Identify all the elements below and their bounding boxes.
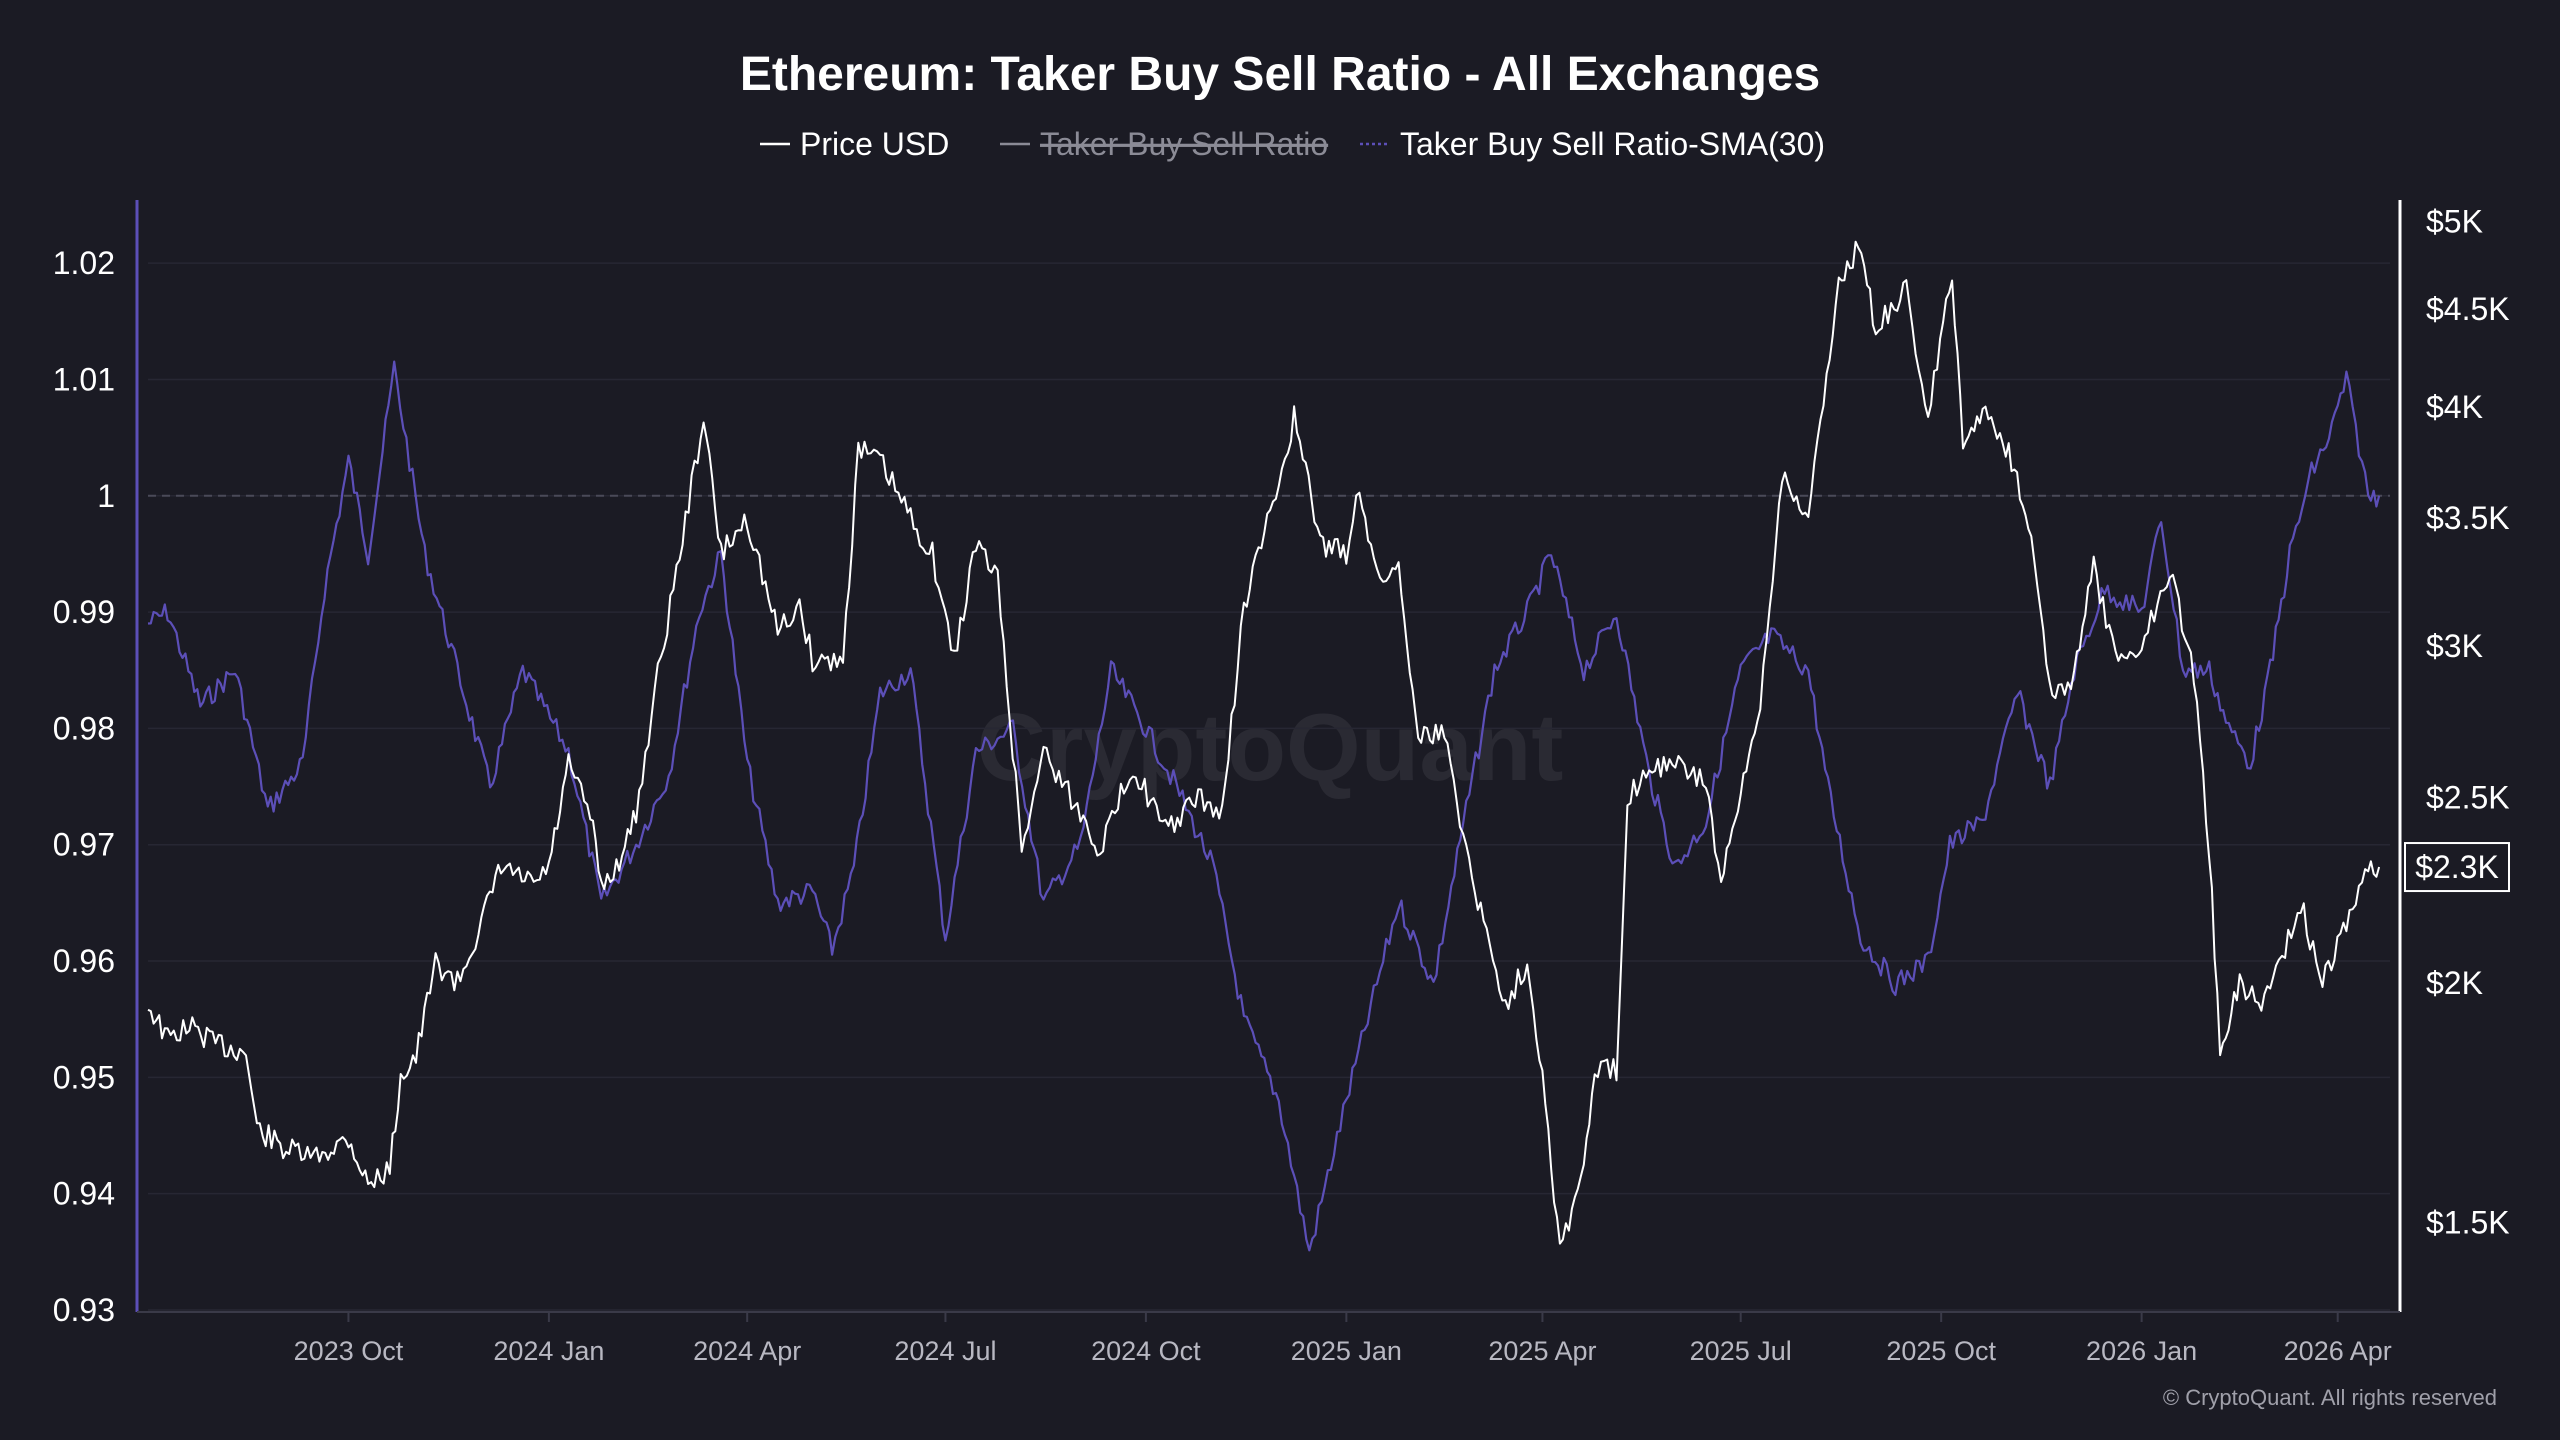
tick-labels: 1.02 1.01 1 0.99 0.98 0.97 0.96 0.95 0.94 0.93 $5K… <box>53 203 2510 1366</box>
series-line-price <box>147 240 2381 1245</box>
y-left-tick-label: 0.93 <box>53 1292 115 1328</box>
y-left-tick-label: 0.99 <box>53 594 115 630</box>
legend-label: Taker Buy Sell Ratio-SMA(30) <box>1400 126 1825 162</box>
x-tick-label: 2026 Apr <box>2284 1336 2392 1366</box>
legend-item[interactable]: Price USD <box>760 126 949 162</box>
y-left-tick-label: 0.98 <box>53 710 115 746</box>
copyright: © CryptoQuant. All rights reserved <box>2163 1385 2497 1410</box>
x-tick-label: 2025 Oct <box>1886 1336 1996 1366</box>
y-right-tick-label: $4K <box>2426 389 2483 425</box>
y-right-tick-label: $4.5K <box>2426 291 2510 327</box>
current-price-box <box>2404 842 2510 893</box>
y-left-tick-label: 0.97 <box>53 827 115 863</box>
series-layer <box>147 240 2381 1252</box>
y-right-tick-label: $3.5K <box>2426 500 2510 536</box>
y-right-tick-label: $3K <box>2426 628 2483 664</box>
x-tick-label: 2024 Jul <box>894 1336 996 1366</box>
x-tick-label: 2025 Apr <box>1488 1336 1596 1366</box>
y-left-tick-label: 1 <box>97 478 115 514</box>
x-tick-label: 2025 Jul <box>1690 1336 1792 1366</box>
y-right-tick-label: $2.5K <box>2426 780 2510 816</box>
grid <box>148 262 2390 1311</box>
chart-title: Ethereum: Taker Buy Sell Ratio - All Exc… <box>740 48 1820 101</box>
watermark: CryptoQuant <box>977 694 1564 801</box>
x-tick-label: 2026 Jan <box>2086 1336 2197 1366</box>
x-tick-label: 2025 Jan <box>1291 1336 1402 1366</box>
y-left-tick-label: 1.02 <box>53 245 115 281</box>
legend-item[interactable]: Taker Buy Sell Ratio-SMA(30) <box>1360 126 1825 162</box>
legend-label: Taker Buy Sell Ratio <box>1040 126 1328 162</box>
y-right-tick-label: $2K <box>2426 965 2483 1001</box>
x-tick-label: 2024 Jan <box>493 1336 604 1366</box>
y-left-tick-label: 1.01 <box>53 361 115 397</box>
y-right-tick-label: $1.5K <box>2426 1204 2510 1240</box>
y-left-tick-label: 0.95 <box>53 1059 115 1095</box>
x-tick-label: 2024 Apr <box>693 1336 801 1366</box>
legend-label: Price USD <box>800 126 949 162</box>
series-line-sma <box>147 360 2381 1252</box>
y-right-tick-label: $5K <box>2426 203 2483 239</box>
y-left-tick-label: 0.94 <box>53 1176 115 1212</box>
legend: Price USD Taker Buy Sell Ratio Taker Buy S… <box>760 126 1825 162</box>
x-tick-label: 2024 Oct <box>1091 1336 1201 1366</box>
x-tick-label: 2023 Oct <box>294 1336 404 1366</box>
current-price-label: $2.3K <box>2415 849 2499 885</box>
y-left-tick-label: 0.96 <box>53 943 115 979</box>
axes <box>135 200 2402 1322</box>
legend-item[interactable]: Taker Buy Sell Ratio <box>1000 126 1328 162</box>
